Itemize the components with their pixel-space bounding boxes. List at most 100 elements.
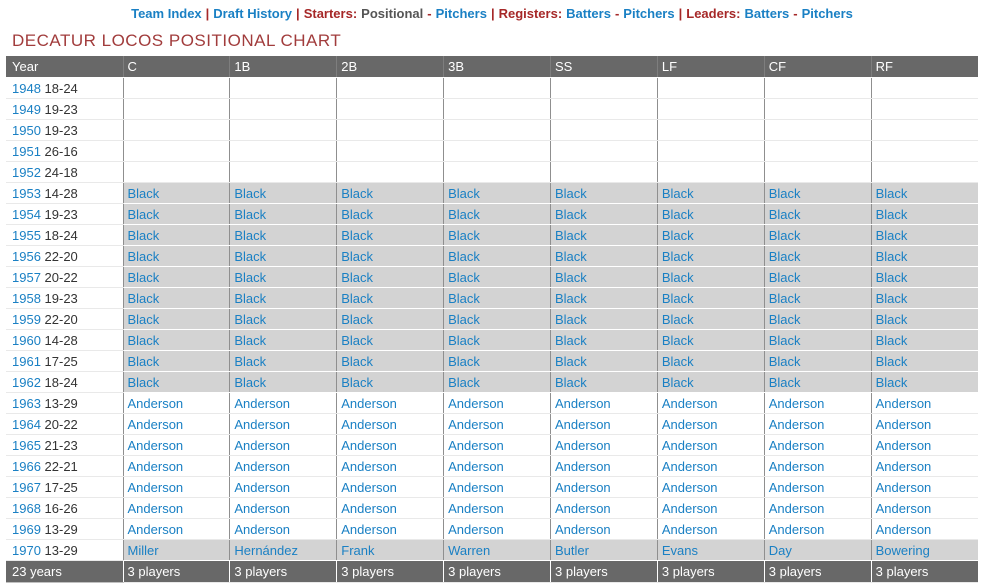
year-link[interactable]: 1952	[12, 164, 41, 180]
player-link[interactable]: Anderson	[555, 521, 611, 537]
player-link[interactable]: Anderson	[875, 479, 932, 495]
player-link[interactable]: Anderson	[875, 437, 932, 453]
player-link[interactable]: Black	[661, 248, 694, 264]
player-link[interactable]: Anderson	[555, 458, 611, 474]
year-link[interactable]: 1953	[12, 185, 41, 201]
player-link[interactable]: Anderson	[234, 416, 291, 432]
player-link[interactable]: Black	[448, 206, 480, 222]
player-link[interactable]: Black	[661, 290, 694, 306]
year-link[interactable]: 1968	[12, 500, 41, 516]
player-link[interactable]: Black	[127, 206, 160, 222]
player-link[interactable]: Black	[127, 311, 160, 327]
year-link[interactable]: 1963	[12, 395, 41, 411]
player-link[interactable]: Anderson	[127, 416, 184, 432]
year-link[interactable]: 1970	[12, 542, 41, 558]
player-link[interactable]: Black	[448, 353, 480, 369]
player-link[interactable]: Black	[768, 248, 801, 264]
player-link[interactable]: Anderson	[875, 521, 932, 537]
player-link[interactable]: Black	[875, 311, 908, 327]
player-link[interactable]: Black	[448, 185, 480, 201]
year-link[interactable]: 1956	[12, 248, 41, 264]
player-link[interactable]: Black	[875, 332, 908, 348]
player-link[interactable]: Black	[127, 374, 160, 390]
player-link[interactable]: Black	[448, 332, 480, 348]
player-link[interactable]: Anderson	[234, 500, 291, 516]
player-link[interactable]: Black	[768, 332, 801, 348]
player-link[interactable]: Black	[661, 206, 694, 222]
player-link[interactable]: Black	[768, 311, 801, 327]
player-link[interactable]: Anderson	[127, 500, 184, 516]
player-link[interactable]: Black	[127, 227, 160, 243]
nav-starters-pitchers[interactable]: Pitchers	[435, 6, 487, 21]
player-link[interactable]: Black	[768, 353, 801, 369]
player-link[interactable]: Black	[448, 227, 480, 243]
player-link[interactable]: Anderson	[448, 416, 504, 432]
player-link[interactable]: Black	[341, 353, 374, 369]
player-link[interactable]: Black	[875, 353, 908, 369]
player-link[interactable]: Black	[234, 269, 267, 285]
player-link[interactable]: Warren	[448, 542, 491, 558]
player-link[interactable]: Black	[127, 248, 160, 264]
player-link[interactable]: Anderson	[661, 521, 718, 537]
player-link[interactable]: Black	[555, 332, 587, 348]
player-link[interactable]: Anderson	[768, 458, 825, 474]
player-link[interactable]: Anderson	[555, 479, 611, 495]
nav-team-index[interactable]: Team Index	[131, 6, 202, 21]
player-link[interactable]: Anderson	[555, 437, 611, 453]
player-link[interactable]: Anderson	[234, 437, 291, 453]
player-link[interactable]: Anderson	[127, 521, 184, 537]
player-link[interactable]: Anderson	[341, 521, 397, 537]
player-link[interactable]: Black	[341, 374, 374, 390]
player-link[interactable]: Black	[341, 227, 374, 243]
player-link[interactable]: Frank	[341, 542, 375, 558]
player-link[interactable]: Anderson	[661, 395, 718, 411]
player-link[interactable]: Day	[768, 542, 792, 558]
player-link[interactable]: Black	[555, 206, 587, 222]
player-link[interactable]: Black	[875, 290, 908, 306]
player-link[interactable]: Black	[341, 311, 374, 327]
player-link[interactable]: Anderson	[127, 395, 184, 411]
player-link[interactable]: Anderson	[234, 458, 291, 474]
player-link[interactable]: Anderson	[555, 395, 611, 411]
year-link[interactable]: 1964	[12, 416, 41, 432]
player-link[interactable]: Black	[448, 269, 480, 285]
player-link[interactable]: Anderson	[661, 416, 718, 432]
year-link[interactable]: 1959	[12, 311, 41, 327]
player-link[interactable]: Anderson	[448, 395, 504, 411]
player-link[interactable]: Black	[448, 311, 480, 327]
player-link[interactable]: Black	[875, 206, 908, 222]
player-link[interactable]: Black	[555, 353, 587, 369]
player-link[interactable]: Black	[127, 353, 160, 369]
year-link[interactable]: 1951	[12, 143, 41, 159]
nav-registers-pitchers[interactable]: Pitchers	[623, 6, 675, 21]
year-link[interactable]: 1962	[12, 374, 41, 390]
player-link[interactable]: Black	[341, 206, 374, 222]
player-link[interactable]: Anderson	[768, 395, 825, 411]
year-link[interactable]: 1967	[12, 479, 41, 495]
player-link[interactable]: Anderson	[234, 521, 291, 537]
player-link[interactable]: Anderson	[661, 458, 718, 474]
year-link[interactable]: 1958	[12, 290, 41, 306]
year-link[interactable]: 1949	[12, 101, 41, 117]
player-link[interactable]: Anderson	[768, 416, 825, 432]
player-link[interactable]: Anderson	[448, 500, 504, 516]
player-link[interactable]: Anderson	[555, 416, 611, 432]
player-link[interactable]: Anderson	[234, 395, 291, 411]
year-link[interactable]: 1954	[12, 206, 41, 222]
player-link[interactable]: Anderson	[341, 479, 397, 495]
player-link[interactable]: Black	[875, 374, 908, 390]
player-link[interactable]: Black	[341, 290, 374, 306]
player-link[interactable]: Anderson	[127, 479, 184, 495]
player-link[interactable]: Black	[234, 332, 267, 348]
player-link[interactable]: Black	[768, 185, 801, 201]
player-link[interactable]: Anderson	[341, 500, 397, 516]
player-link[interactable]: Black	[555, 374, 587, 390]
year-link[interactable]: 1961	[12, 353, 41, 369]
player-link[interactable]: Anderson	[341, 395, 397, 411]
player-link[interactable]: Anderson	[875, 416, 932, 432]
nav-leaders-batters[interactable]: Batters	[744, 6, 790, 21]
player-link[interactable]: Black	[234, 206, 267, 222]
player-link[interactable]: Anderson	[661, 437, 718, 453]
player-link[interactable]: Black	[341, 269, 374, 285]
player-link[interactable]: Black	[661, 353, 694, 369]
